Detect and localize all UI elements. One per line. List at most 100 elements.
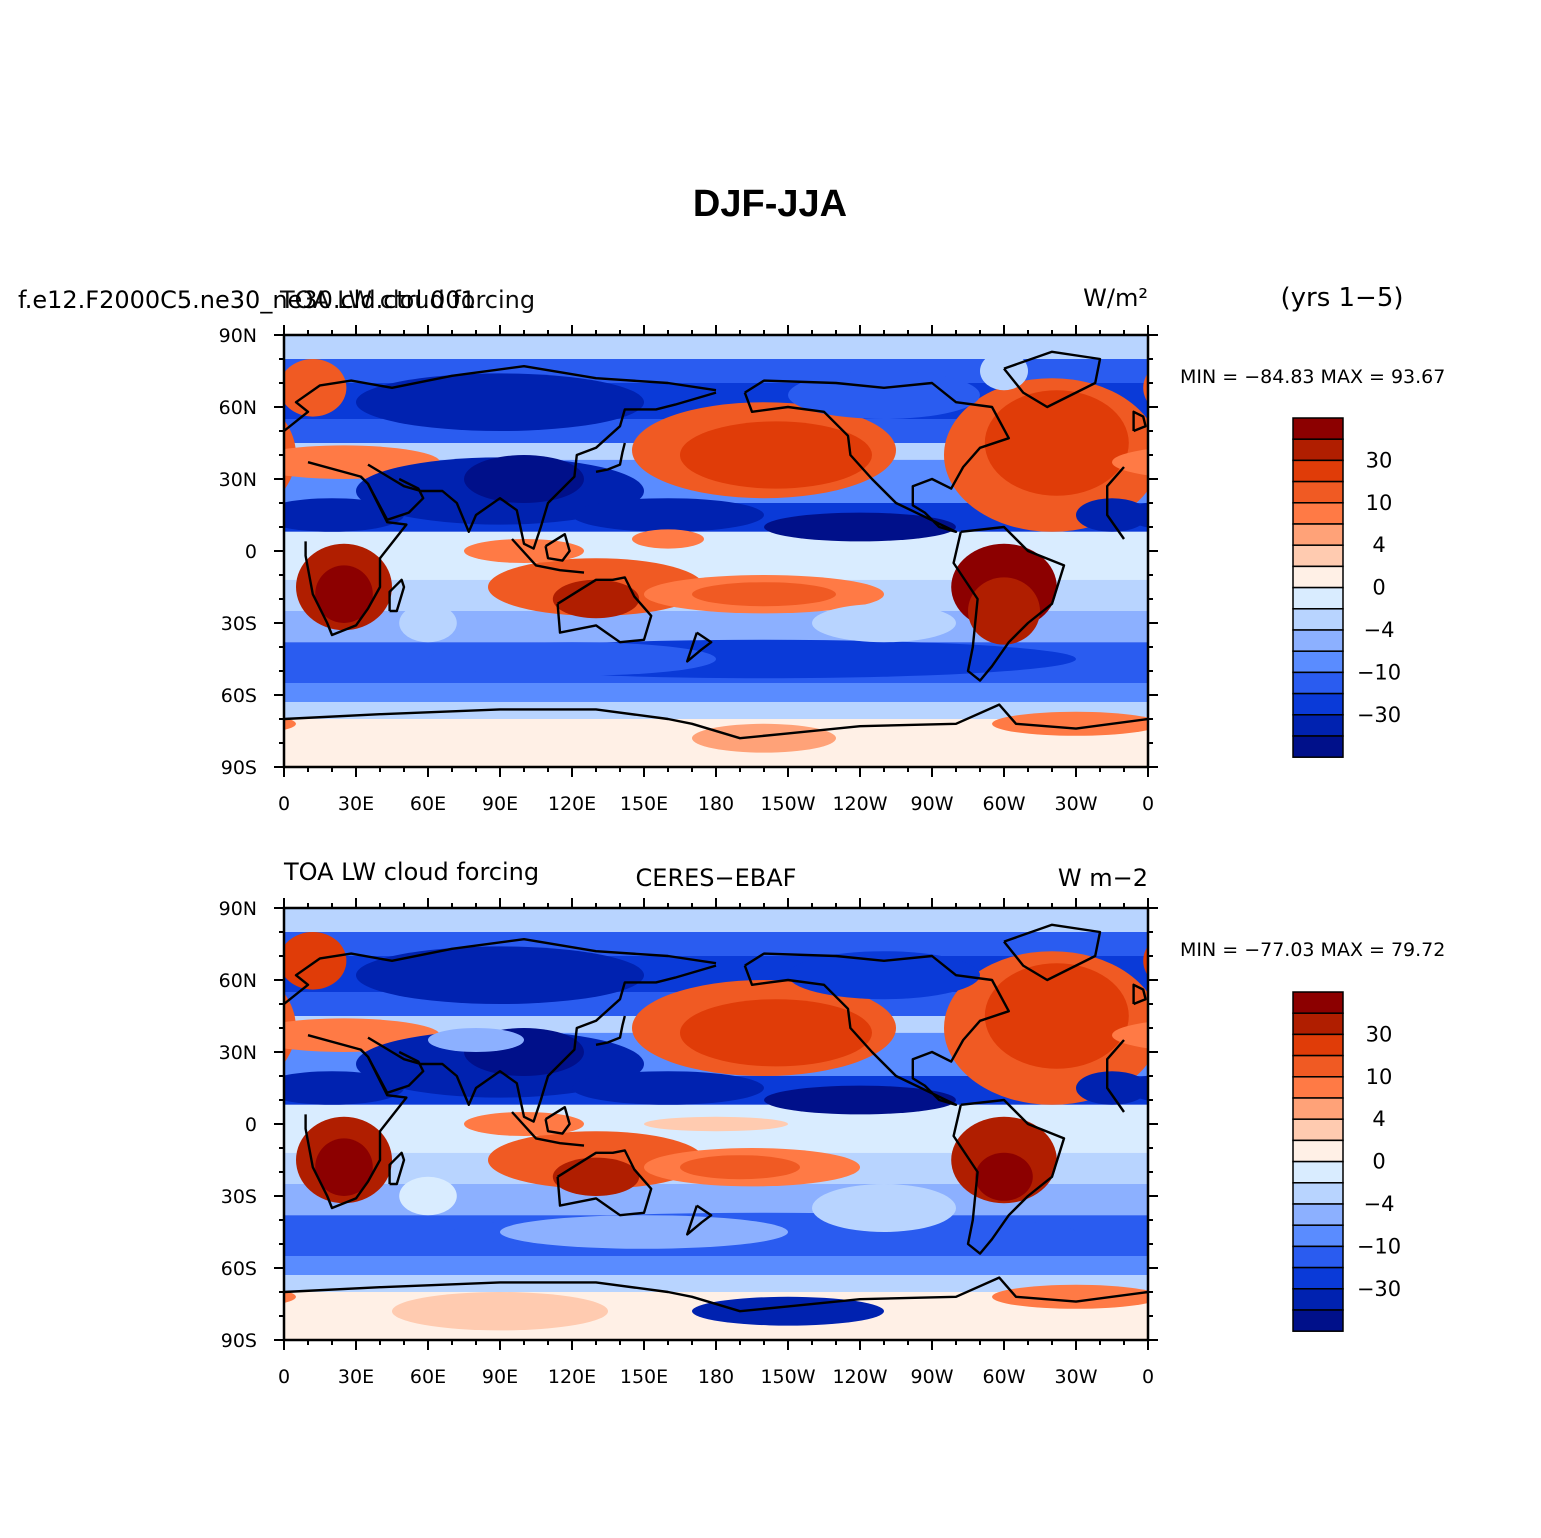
lon-tick-label: 90W [911, 1366, 954, 1388]
panel-model-left-title: f.e12.F2000C5.ne30_ne30.cld.ctrl.001 [18, 286, 476, 314]
lon-tick-label: 120E [548, 793, 596, 815]
colorbar-label: 0 [1372, 576, 1385, 600]
colorbar-label: −10 [1357, 1234, 1401, 1258]
panel-model: 0 30E 60E 90E 120E 150E 180 150W 120W 90W 60W 30W 09… [219, 325, 1158, 815]
colorbar-obs: 30 10 4 0 −4 −10 −30 [1292, 991, 1401, 1332]
lon-tick-label: 30W [1055, 1366, 1098, 1388]
colorbar-swatch [1292, 586, 1344, 610]
lat-tick-label: 0 [245, 541, 257, 563]
lat-tick-label: 90N [219, 325, 257, 347]
lon-tick-label: 120W [832, 793, 887, 815]
colorbar-swatch [1292, 1309, 1344, 1332]
lon-tick-label: 60W [983, 793, 1026, 815]
lat-tick-label: 60S [221, 1258, 257, 1280]
lon-tick-label: 150E [620, 1366, 668, 1388]
colorbar-swatch [1292, 438, 1344, 462]
panel-obs-center-title: CERES−EBAF [636, 864, 797, 892]
colorbar-model: 30 10 4 0 −4 −10 −30 [1292, 417, 1401, 758]
map-field-obs [284, 908, 1148, 1340]
lat-tick-label: 60N [219, 970, 257, 992]
lon-tick-label: 30W [1055, 793, 1098, 815]
lon-tick-label: 150E [620, 793, 668, 815]
colorbar-swatch [1292, 480, 1344, 504]
colorbar-swatch [1292, 1012, 1344, 1036]
lat-tick-label: 90S [221, 757, 257, 779]
lon-tick-label: 120E [548, 1366, 596, 1388]
ticks-model: 0 30E 60E 90E 120E 150E 180 150W 120W 90W 60W 30W 09… [219, 325, 1158, 815]
colorbar-swatch [1292, 1076, 1344, 1099]
colorbar-swatch [1292, 1245, 1344, 1269]
lon-tick-label: 0 [1142, 1366, 1154, 1388]
panel-obs: 0 30E 60E 90E 120E 150E 180 150W 120W 90W 60W 30W 09… [219, 898, 1158, 1388]
coastlines-obs [284, 923, 1148, 1313]
lon-tick-label: 60W [983, 1366, 1026, 1388]
colorbar-swatch [1292, 417, 1344, 440]
lon-tick-label: 180 [698, 1366, 734, 1388]
colorbar-label: −30 [1357, 1277, 1401, 1301]
lon-tick-label: 180 [698, 793, 734, 815]
colorbar-label: 30 [1366, 1022, 1393, 1046]
lon-tick-label: 0 [278, 1366, 290, 1388]
map-field-model [284, 335, 1148, 767]
panel-model-center-title: TOA LW cloud forcing [279, 286, 535, 314]
colorbar-swatch [1292, 714, 1344, 737]
panel-model-units: W/m² [1083, 284, 1148, 312]
colorbar-swatch [1292, 459, 1344, 483]
lat-tick-label: 60N [219, 397, 257, 419]
panel-obs-stats: MIN = −77.03 MAX = 79.72 [1180, 939, 1445, 961]
colorbar-label: 0 [1372, 1150, 1385, 1174]
colorbar-swatch [1292, 692, 1344, 716]
lon-tick-label: 60E [410, 1366, 446, 1388]
lat-tick-label: 30S [221, 613, 257, 635]
lon-tick-label: 30E [338, 1366, 374, 1388]
lat-tick-label: 0 [245, 1114, 257, 1136]
lon-tick-label: 30E [338, 793, 374, 815]
colorbar-label: −30 [1357, 703, 1401, 727]
colorbar-swatch [1292, 1160, 1344, 1184]
colorbar-label: 30 [1366, 448, 1393, 472]
colorbar-label: 4 [1372, 1107, 1385, 1131]
coastlines-model [284, 350, 1148, 740]
figure-title: DJF-JJA [693, 183, 847, 225]
colorbar-label: 10 [1366, 1065, 1393, 1089]
colorbar-swatch [1292, 991, 1344, 1014]
colorbar-swatch [1292, 502, 1344, 525]
panel-model-stats: MIN = −84.83 MAX = 93.67 [1180, 366, 1445, 388]
colorbar-swatch [1292, 1118, 1344, 1142]
lat-tick-label: 30N [219, 469, 257, 491]
colorbar-swatch [1292, 1097, 1344, 1120]
lon-tick-label: 90E [482, 793, 518, 815]
lon-tick-label: 120W [832, 1366, 887, 1388]
colorbar-swatch [1292, 1054, 1344, 1078]
colorbar-swatch [1292, 629, 1344, 652]
colorbar-label: −4 [1364, 618, 1395, 642]
colorbar-swatch [1292, 650, 1344, 674]
panel-obs-units: W m−2 [1058, 864, 1148, 892]
lat-tick-label: 60S [221, 685, 257, 707]
ticks-obs: 0 30E 60E 90E 120E 150E 180 150W 120W 90W 60W 30W 09… [219, 898, 1158, 1388]
colorbar-label: 4 [1372, 533, 1385, 557]
colorbar-swatch [1292, 544, 1344, 568]
colorbar-swatch [1292, 671, 1344, 695]
panel-model-years-note: (yrs 1−5) [1280, 283, 1403, 313]
colorbar-swatch [1292, 1033, 1344, 1057]
colorbar-label: −4 [1364, 1192, 1395, 1216]
colorbar-label: 10 [1366, 491, 1393, 515]
lon-tick-label: 90E [482, 1366, 518, 1388]
colorbar-swatch [1292, 565, 1344, 589]
lat-tick-label: 30S [221, 1186, 257, 1208]
colorbar-swatch [1292, 1182, 1344, 1205]
lon-tick-label: 60E [410, 793, 446, 815]
lat-tick-label: 90S [221, 1330, 257, 1352]
colorbar-swatch [1292, 1139, 1344, 1163]
colorbar-swatch [1292, 1203, 1344, 1226]
colorbar-swatch [1292, 1266, 1344, 1290]
colorbar-swatch [1292, 523, 1344, 546]
lon-tick-label: 0 [278, 793, 290, 815]
panel-obs-left-title: TOA LW cloud forcing [283, 858, 539, 886]
lon-tick-label: 150W [760, 793, 815, 815]
lat-tick-label: 30N [219, 1042, 257, 1064]
colorbar-swatch [1292, 1288, 1344, 1311]
lon-tick-label: 0 [1142, 793, 1154, 815]
